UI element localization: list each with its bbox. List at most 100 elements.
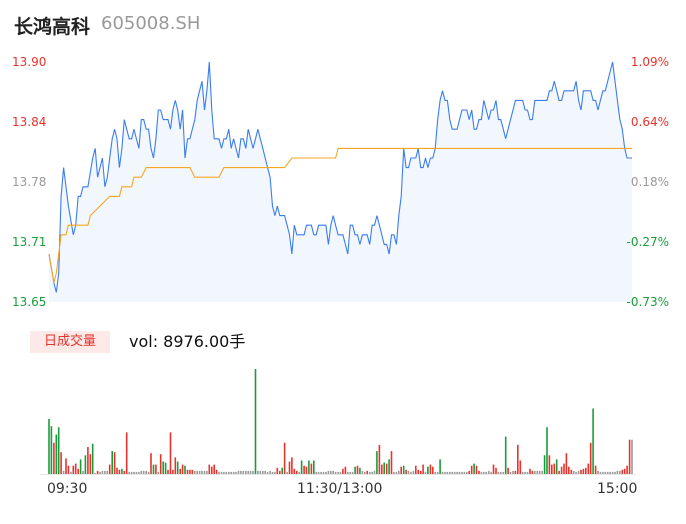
volume-bar (621, 469, 624, 474)
volume-bar (594, 465, 597, 474)
volume-bar (70, 471, 72, 474)
volume-bar (351, 471, 354, 474)
volume-bar (589, 442, 592, 474)
volume-bar (247, 470, 249, 474)
volume-bar (451, 471, 453, 474)
volume-bar (223, 471, 225, 474)
volume-bar (60, 452, 62, 474)
volume-bar (400, 466, 402, 474)
volume-bar (77, 468, 79, 474)
volume-bar (55, 434, 58, 474)
volume-bar (232, 471, 235, 474)
price-area (49, 62, 632, 302)
volume-bar (519, 460, 522, 474)
volume-bar (152, 464, 155, 474)
volume-bar (529, 468, 531, 474)
volume-bar (286, 471, 288, 474)
volume-bar (483, 471, 485, 474)
volume-bar (381, 464, 383, 474)
volume-bar (67, 465, 70, 474)
volume-bar (417, 469, 419, 474)
price-tick-label: 13.65 (12, 295, 47, 309)
volume-bar (473, 463, 475, 474)
volume-bar (220, 471, 223, 474)
volume-bar (495, 467, 497, 474)
volume-bar (609, 471, 611, 474)
volume-bar (434, 471, 436, 474)
volume-bar (135, 471, 138, 474)
volume-bar (628, 439, 631, 474)
volume-bar (492, 464, 495, 474)
volume-bar (288, 461, 291, 474)
volume-bar (196, 470, 198, 474)
volume-bar (235, 471, 237, 474)
volume-bar (395, 471, 398, 474)
volume-bar (53, 442, 55, 474)
volume-bar (424, 471, 427, 474)
volume-bar (436, 471, 439, 474)
volume-bar (439, 459, 441, 474)
volume-bar (147, 471, 150, 474)
volume-bar (453, 471, 456, 474)
volume-bar (347, 471, 349, 474)
volume-bar (74, 463, 77, 474)
volume-bar (206, 470, 208, 474)
volume-bar (276, 467, 279, 474)
volume-bar (57, 427, 60, 474)
volume-bar (349, 471, 351, 474)
volume-bar (407, 470, 410, 474)
volume-badge[interactable]: 日成交量 (30, 331, 110, 353)
volume-bar (271, 471, 274, 474)
volume-bar (507, 467, 509, 474)
stock-name: 长鸿高科 (14, 16, 91, 38)
price-tick-label: 13.71 (12, 235, 47, 249)
volume-bar (298, 471, 300, 474)
volume-bar (463, 471, 466, 474)
volume-bar (99, 471, 101, 474)
volume-bar (259, 470, 262, 474)
volume-bar (337, 471, 339, 474)
volume-bar (106, 470, 109, 474)
volume-bar (138, 471, 140, 474)
volume-bar (303, 465, 305, 474)
volume-bar (208, 464, 211, 474)
volume-bar (293, 468, 296, 474)
volume-bar (313, 460, 315, 474)
price-tick-label: 13.90 (12, 55, 47, 69)
volume-bar (159, 454, 162, 474)
volume-bar (405, 469, 407, 474)
volume-bar (186, 469, 189, 474)
volume-bar (125, 432, 128, 474)
volume-bar (339, 471, 342, 474)
volume-bar (497, 471, 500, 474)
volume-bar (378, 444, 381, 474)
volume-bar (466, 471, 468, 474)
volume-bar (167, 469, 169, 474)
volume-bar (296, 470, 298, 474)
volume-bar (184, 465, 186, 474)
volume-bar (82, 470, 84, 474)
volume-bar (104, 470, 106, 474)
volume-bar (524, 471, 526, 474)
volume-bar (468, 470, 470, 474)
volume-bar (254, 369, 257, 474)
volume-bar (446, 471, 449, 474)
volume-bar (597, 470, 599, 474)
volume-bar (274, 471, 276, 474)
volume-bar (62, 470, 65, 474)
volume-bar (269, 470, 271, 474)
volume-bar (631, 439, 633, 474)
volume-bar (332, 470, 334, 474)
volume-bar (383, 462, 385, 474)
volume-bar (371, 471, 373, 474)
volume-bar (87, 447, 89, 474)
volume-bar (619, 470, 621, 474)
volume-bar (602, 471, 604, 474)
volume-bar (89, 454, 92, 474)
volume-bar (587, 463, 590, 474)
volume-bar (142, 470, 145, 474)
average-price-line (48, 147, 632, 283)
volume-bar (553, 463, 556, 474)
volume-bar (211, 466, 213, 474)
